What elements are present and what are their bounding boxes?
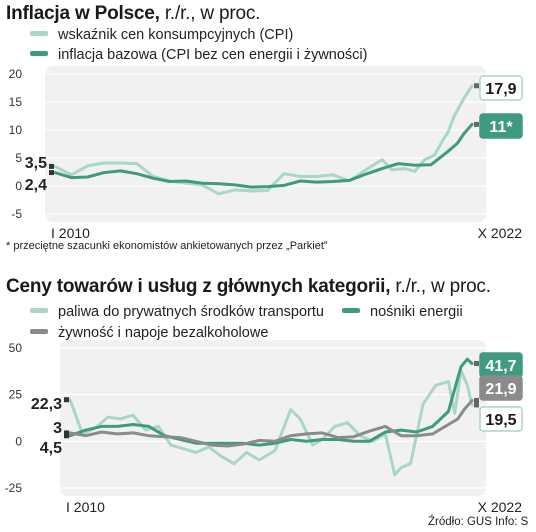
chart2-end-label-0: 19,5	[485, 412, 516, 429]
chart1-series-line-1	[53, 122, 474, 189]
chart2-end-box-0	[479, 406, 523, 432]
chart2-xend-label: X 2022	[478, 499, 523, 515]
chart1-end-label-1: 11*	[489, 119, 513, 136]
chart2-end-label-1: 41,7	[485, 358, 516, 375]
chart1-footnote: * przeciętne szacunki ekonomistów ankiet…	[6, 240, 328, 252]
chart1-legend-cpi: wskaźnik cen konsumpcyjnych (CPI)	[30, 27, 293, 43]
chart1-start-label-0: 3,5	[25, 155, 47, 172]
chart2-legend-food-label: żywność i napoje bezalkoholowe	[58, 325, 269, 341]
chart1-start-marker-1	[49, 170, 54, 176]
chart1-legend-core-label: inflacja bazowa (CPI bez cen energii i ż…	[58, 47, 368, 63]
food-swatch	[30, 328, 48, 334]
chart2-legend-fuel: paliwa do prywatnych środków transportu	[30, 304, 324, 320]
cpi-swatch	[30, 30, 48, 36]
chart2-plot: 50 25 0 -25 I 2010 X 2022 22,3 3 4,5 19,5 41,7 21,9	[5, 340, 523, 515]
chart1-title-main: Inflacja w Polsce,	[6, 3, 160, 24]
chart2-ytick-label: 25	[9, 388, 23, 402]
core-swatch	[30, 50, 48, 56]
chart2-end-marker-2	[474, 397, 479, 403]
chart1-ytick-label: 5	[15, 151, 22, 165]
chart1-plot-bg	[45, 66, 486, 222]
chart2-legend-energy: nośniki energii	[342, 304, 463, 320]
chart2-title: Ceny towarów i usług z głównych kategori…	[6, 276, 491, 298]
chart2-start-label-1: 3	[53, 420, 62, 437]
chart2-legend-fuel-label: paliwa do prywatnych środków transportu	[58, 304, 324, 320]
chart1-ytick-label: 20	[9, 67, 23, 81]
chart1-xend-label: X 2022	[478, 225, 523, 240]
chart1-start-label-1: 2,4	[25, 177, 47, 194]
chart1-end-marker-1	[474, 121, 479, 127]
chart2-xstart-label: I 2010	[66, 499, 105, 515]
chart2-series-line-2	[68, 399, 474, 448]
chart2-plot-bg	[60, 340, 486, 496]
chart2-title-main: Ceny towarów i usług z głównych kategori…	[6, 276, 391, 297]
chart2-start-label-2: 4,5	[40, 440, 62, 457]
chart2-start-label-0: 22,3	[31, 396, 62, 413]
chart1-series-line-0	[53, 84, 474, 196]
chart1-end-box-1	[479, 113, 523, 139]
chart1-plot: 20 15 10 5 0 -5 I 2010 X 2022 3,5 2,4 17,9 11*	[9, 66, 523, 240]
chart2-end-marker-1	[474, 360, 479, 366]
chart1-ytick-label: 10	[9, 123, 23, 137]
chart2-start-marker-1	[64, 433, 69, 439]
energy-swatch	[342, 307, 360, 313]
chart1-start-marker-0	[49, 163, 54, 169]
chart2-end-marker-0	[474, 402, 479, 408]
chart1-title: Inflacja w Polsce, r./r., w proc.	[6, 3, 260, 25]
chart2-series-line-0	[68, 368, 474, 477]
chart2-title-unit: r./r., w proc.	[395, 276, 491, 297]
chart2-ytick-label: 50	[9, 341, 23, 355]
fuel-swatch	[30, 307, 48, 313]
source-note: Źródło: GUS Info: S	[428, 516, 529, 528]
chart2-start-marker-2	[64, 430, 69, 436]
chart1-xstart-label: I 2010	[51, 225, 90, 240]
chart1-ytick-label: 0	[15, 179, 22, 193]
chart1-ytick-label: -5	[11, 207, 22, 221]
chart2-end-label-2: 21,9	[485, 381, 516, 398]
chart2-ytick-label: -25	[5, 481, 23, 495]
chart2-ytick-label: 0	[15, 434, 22, 448]
chart1-end-box-0	[479, 75, 523, 101]
chart1-end-marker-0	[474, 83, 479, 89]
chart2-start-marker-0	[64, 397, 69, 403]
chart2-legend-energy-label: nośniki energii	[370, 304, 463, 320]
chart1-ytick-label: 15	[9, 95, 23, 109]
chart1-title-unit: r./r., w proc.	[164, 3, 261, 24]
chart2-legend-food: żywność i napoje bezalkoholowe	[30, 325, 268, 341]
chart2-end-box-2	[479, 375, 523, 401]
chart2-series-line-1	[68, 357, 474, 447]
chart1-end-label-0: 17,9	[485, 81, 516, 98]
chart1-legend-core: inflacja bazowa (CPI bez cen energii i ż…	[30, 47, 367, 63]
chart1-legend-cpi-label: wskaźnik cen konsumpcyjnych (CPI)	[58, 27, 294, 43]
